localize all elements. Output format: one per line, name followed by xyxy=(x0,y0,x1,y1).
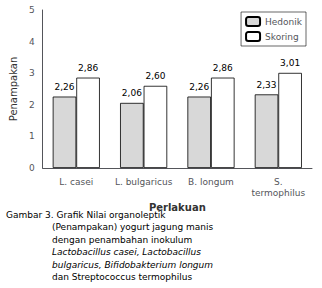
svg-text:Skoring: Skoring xyxy=(265,32,299,42)
svg-text:S.: S. xyxy=(274,177,283,187)
svg-text:3,01: 3,01 xyxy=(280,58,300,68)
svg-text:bulgaricus, Bifidobakterium lo: bulgaricus, Bifidobakterium longum xyxy=(52,260,213,270)
svg-text:L. casei: L. casei xyxy=(59,177,93,187)
svg-text:dan Streptococcus termophilus: dan Streptococcus termophilus xyxy=(52,272,192,282)
svg-text:dengan penambahan inokulum: dengan penambahan inokulum xyxy=(52,235,192,245)
svg-text:(Penampakan) yogurt jagung man: (Penampakan) yogurt jagung manis xyxy=(52,222,214,232)
svg-text:Lactobacillus casei, Lactobaci: Lactobacillus casei, Lactobacillus xyxy=(52,247,201,257)
svg-text:4: 4 xyxy=(29,37,35,47)
svg-text:L. bulgaricus: L. bulgaricus xyxy=(115,177,173,187)
svg-text:Penampakan: Penampakan xyxy=(8,57,19,122)
svg-text:1: 1 xyxy=(29,131,35,141)
svg-text:2,26: 2,26 xyxy=(54,82,74,92)
svg-text:2,33: 2,33 xyxy=(257,80,277,90)
svg-text:2: 2 xyxy=(29,100,35,110)
svg-text:3: 3 xyxy=(29,68,35,78)
svg-text:2,60: 2,60 xyxy=(145,71,165,81)
svg-text:Hedonik: Hedonik xyxy=(265,17,303,27)
svg-text:2,06: 2,06 xyxy=(122,88,142,98)
svg-text:B. longum: B. longum xyxy=(188,177,234,187)
svg-text:Gambar 3. Grafik Nilai organol: Gambar 3. Grafik Nilai organoleptik xyxy=(6,210,166,220)
svg-text:Perlakuan: Perlakuan xyxy=(149,202,206,213)
svg-text:termophilus: termophilus xyxy=(251,188,305,198)
svg-text:5: 5 xyxy=(29,5,35,15)
svg-text:2,86: 2,86 xyxy=(78,63,98,73)
svg-text:2,86: 2,86 xyxy=(213,63,233,73)
svg-text:2,26: 2,26 xyxy=(189,82,209,92)
svg-text:0: 0 xyxy=(29,163,35,173)
